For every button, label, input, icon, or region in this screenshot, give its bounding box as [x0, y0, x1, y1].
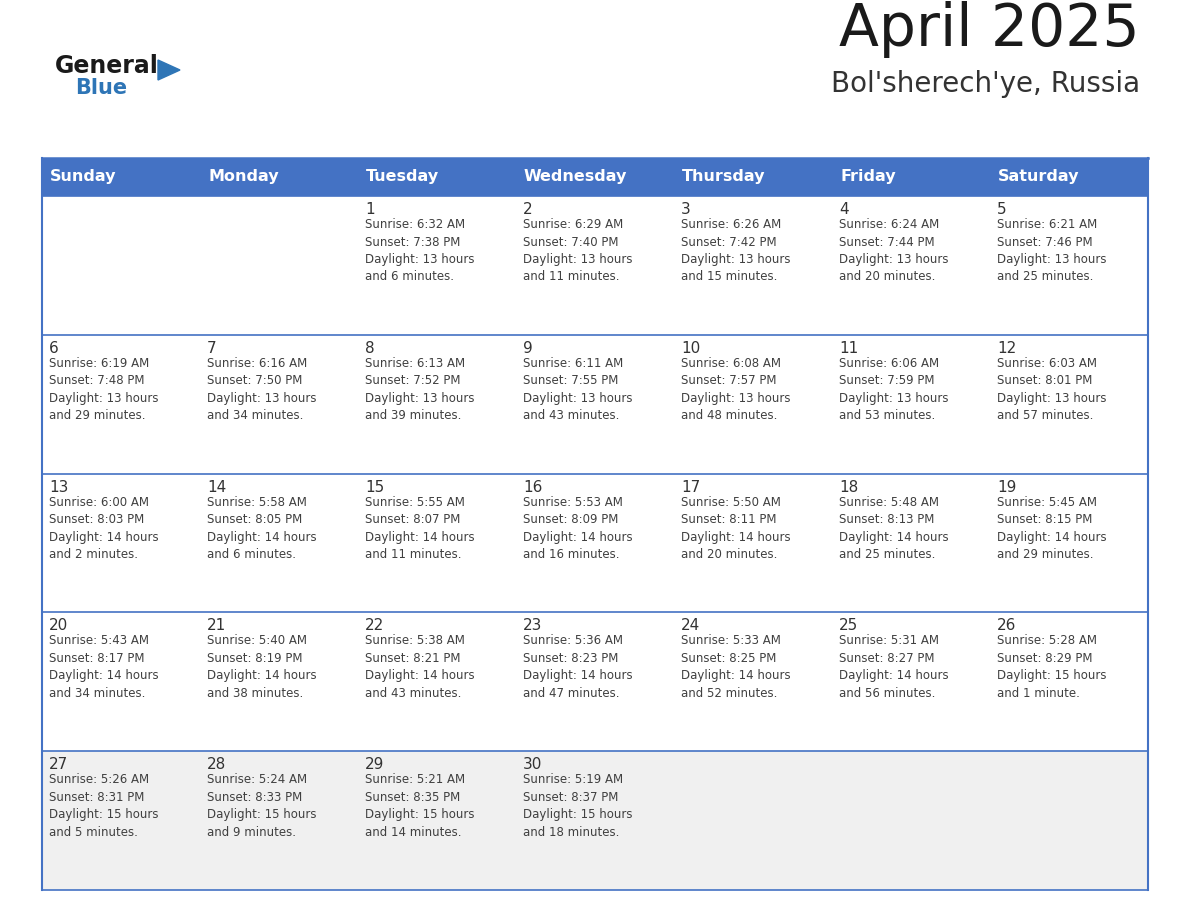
Text: 18: 18	[839, 479, 858, 495]
Text: Blue: Blue	[75, 78, 127, 98]
Text: General: General	[55, 54, 159, 78]
Text: 19: 19	[997, 479, 1017, 495]
Text: Sunrise: 5:45 AM
Sunset: 8:15 PM
Daylight: 14 hours
and 29 minutes.: Sunrise: 5:45 AM Sunset: 8:15 PM Dayligh…	[997, 496, 1107, 561]
Bar	[42, 474, 1148, 612]
Text: 22: 22	[365, 619, 384, 633]
Bar	[42, 196, 1148, 335]
Text: 5: 5	[997, 202, 1006, 217]
Text: Wednesday: Wednesday	[524, 170, 627, 185]
Text: Sunrise: 5:58 AM
Sunset: 8:05 PM
Daylight: 14 hours
and 6 minutes.: Sunrise: 5:58 AM Sunset: 8:05 PM Dayligh…	[207, 496, 317, 561]
Text: 4: 4	[839, 202, 848, 217]
Text: 28: 28	[207, 757, 226, 772]
Text: Sunrise: 5:36 AM
Sunset: 8:23 PM
Daylight: 14 hours
and 47 minutes.: Sunrise: 5:36 AM Sunset: 8:23 PM Dayligh…	[523, 634, 633, 700]
Text: 20: 20	[49, 619, 68, 633]
Text: Sunrise: 5:19 AM
Sunset: 8:37 PM
Daylight: 15 hours
and 18 minutes.: Sunrise: 5:19 AM Sunset: 8:37 PM Dayligh…	[523, 773, 632, 839]
Text: Sunrise: 6:08 AM
Sunset: 7:57 PM
Daylight: 13 hours
and 48 minutes.: Sunrise: 6:08 AM Sunset: 7:57 PM Dayligh…	[681, 357, 790, 422]
Text: Sunrise: 6:29 AM
Sunset: 7:40 PM
Daylight: 13 hours
and 11 minutes.: Sunrise: 6:29 AM Sunset: 7:40 PM Dayligh…	[523, 218, 632, 284]
Text: Sunrise: 5:38 AM
Sunset: 8:21 PM
Daylight: 14 hours
and 43 minutes.: Sunrise: 5:38 AM Sunset: 8:21 PM Dayligh…	[365, 634, 475, 700]
Text: Sunrise: 5:21 AM
Sunset: 8:35 PM
Daylight: 15 hours
and 14 minutes.: Sunrise: 5:21 AM Sunset: 8:35 PM Dayligh…	[365, 773, 474, 839]
Bar	[42, 751, 1148, 890]
Text: 24: 24	[681, 619, 700, 633]
Bar	[42, 612, 1148, 751]
Text: Sunrise: 5:43 AM
Sunset: 8:17 PM
Daylight: 14 hours
and 34 minutes.: Sunrise: 5:43 AM Sunset: 8:17 PM Dayligh…	[49, 634, 159, 700]
Text: 9: 9	[523, 341, 532, 356]
Text: 1: 1	[365, 202, 374, 217]
Text: 2: 2	[523, 202, 532, 217]
Text: 12: 12	[997, 341, 1016, 356]
Text: Sunrise: 5:31 AM
Sunset: 8:27 PM
Daylight: 14 hours
and 56 minutes.: Sunrise: 5:31 AM Sunset: 8:27 PM Dayligh…	[839, 634, 949, 700]
Text: Sunrise: 5:40 AM
Sunset: 8:19 PM
Daylight: 14 hours
and 38 minutes.: Sunrise: 5:40 AM Sunset: 8:19 PM Dayligh…	[207, 634, 317, 700]
Text: Sunrise: 5:26 AM
Sunset: 8:31 PM
Daylight: 15 hours
and 5 minutes.: Sunrise: 5:26 AM Sunset: 8:31 PM Dayligh…	[49, 773, 158, 839]
Text: Sunday: Sunday	[50, 170, 116, 185]
Text: 8: 8	[365, 341, 374, 356]
Text: 10: 10	[681, 341, 700, 356]
Text: Bol'sherech'ye, Russia: Bol'sherech'ye, Russia	[830, 70, 1140, 98]
Text: 25: 25	[839, 619, 858, 633]
Text: 14: 14	[207, 479, 226, 495]
Text: Sunrise: 6:16 AM
Sunset: 7:50 PM
Daylight: 13 hours
and 34 minutes.: Sunrise: 6:16 AM Sunset: 7:50 PM Dayligh…	[207, 357, 316, 422]
Text: Sunrise: 5:33 AM
Sunset: 8:25 PM
Daylight: 14 hours
and 52 minutes.: Sunrise: 5:33 AM Sunset: 8:25 PM Dayligh…	[681, 634, 791, 700]
Text: 16: 16	[523, 479, 543, 495]
Text: 3: 3	[681, 202, 690, 217]
Text: 6: 6	[49, 341, 58, 356]
Bar	[42, 158, 1148, 196]
Text: Sunrise: 5:48 AM
Sunset: 8:13 PM
Daylight: 14 hours
and 25 minutes.: Sunrise: 5:48 AM Sunset: 8:13 PM Dayligh…	[839, 496, 949, 561]
Text: Sunrise: 6:06 AM
Sunset: 7:59 PM
Daylight: 13 hours
and 53 minutes.: Sunrise: 6:06 AM Sunset: 7:59 PM Dayligh…	[839, 357, 948, 422]
Text: 27: 27	[49, 757, 68, 772]
Text: 7: 7	[207, 341, 216, 356]
Text: Sunrise: 6:13 AM
Sunset: 7:52 PM
Daylight: 13 hours
and 39 minutes.: Sunrise: 6:13 AM Sunset: 7:52 PM Dayligh…	[365, 357, 474, 422]
Text: Thursday: Thursday	[682, 170, 765, 185]
Text: Sunrise: 6:03 AM
Sunset: 8:01 PM
Daylight: 13 hours
and 57 minutes.: Sunrise: 6:03 AM Sunset: 8:01 PM Dayligh…	[997, 357, 1106, 422]
Bar	[42, 335, 1148, 474]
Text: 15: 15	[365, 479, 384, 495]
Text: 29: 29	[365, 757, 385, 772]
Text: Sunrise: 6:21 AM
Sunset: 7:46 PM
Daylight: 13 hours
and 25 minutes.: Sunrise: 6:21 AM Sunset: 7:46 PM Dayligh…	[997, 218, 1106, 284]
Text: 11: 11	[839, 341, 858, 356]
Text: Monday: Monday	[208, 170, 279, 185]
Text: 13: 13	[49, 479, 69, 495]
Text: Sunrise: 6:00 AM
Sunset: 8:03 PM
Daylight: 14 hours
and 2 minutes.: Sunrise: 6:00 AM Sunset: 8:03 PM Dayligh…	[49, 496, 159, 561]
Text: April 2025: April 2025	[840, 1, 1140, 58]
Text: 30: 30	[523, 757, 543, 772]
Text: Sunrise: 5:28 AM
Sunset: 8:29 PM
Daylight: 15 hours
and 1 minute.: Sunrise: 5:28 AM Sunset: 8:29 PM Dayligh…	[997, 634, 1106, 700]
Text: Sunrise: 6:26 AM
Sunset: 7:42 PM
Daylight: 13 hours
and 15 minutes.: Sunrise: 6:26 AM Sunset: 7:42 PM Dayligh…	[681, 218, 790, 284]
Text: 26: 26	[997, 619, 1017, 633]
Text: Sunrise: 5:24 AM
Sunset: 8:33 PM
Daylight: 15 hours
and 9 minutes.: Sunrise: 5:24 AM Sunset: 8:33 PM Dayligh…	[207, 773, 316, 839]
Text: Sunrise: 5:55 AM
Sunset: 8:07 PM
Daylight: 14 hours
and 11 minutes.: Sunrise: 5:55 AM Sunset: 8:07 PM Dayligh…	[365, 496, 475, 561]
Text: 23: 23	[523, 619, 543, 633]
Text: 17: 17	[681, 479, 700, 495]
Text: Friday: Friday	[840, 170, 896, 185]
Text: 21: 21	[207, 619, 226, 633]
Text: Sunrise: 6:11 AM
Sunset: 7:55 PM
Daylight: 13 hours
and 43 minutes.: Sunrise: 6:11 AM Sunset: 7:55 PM Dayligh…	[523, 357, 632, 422]
Text: Sunrise: 6:24 AM
Sunset: 7:44 PM
Daylight: 13 hours
and 20 minutes.: Sunrise: 6:24 AM Sunset: 7:44 PM Dayligh…	[839, 218, 948, 284]
Text: Sunrise: 5:53 AM
Sunset: 8:09 PM
Daylight: 14 hours
and 16 minutes.: Sunrise: 5:53 AM Sunset: 8:09 PM Dayligh…	[523, 496, 633, 561]
Text: Saturday: Saturday	[998, 170, 1080, 185]
Polygon shape	[158, 60, 181, 80]
Text: Tuesday: Tuesday	[366, 170, 440, 185]
Text: Sunrise: 6:32 AM
Sunset: 7:38 PM
Daylight: 13 hours
and 6 minutes.: Sunrise: 6:32 AM Sunset: 7:38 PM Dayligh…	[365, 218, 474, 284]
Text: Sunrise: 6:19 AM
Sunset: 7:48 PM
Daylight: 13 hours
and 29 minutes.: Sunrise: 6:19 AM Sunset: 7:48 PM Dayligh…	[49, 357, 158, 422]
Text: Sunrise: 5:50 AM
Sunset: 8:11 PM
Daylight: 14 hours
and 20 minutes.: Sunrise: 5:50 AM Sunset: 8:11 PM Dayligh…	[681, 496, 791, 561]
